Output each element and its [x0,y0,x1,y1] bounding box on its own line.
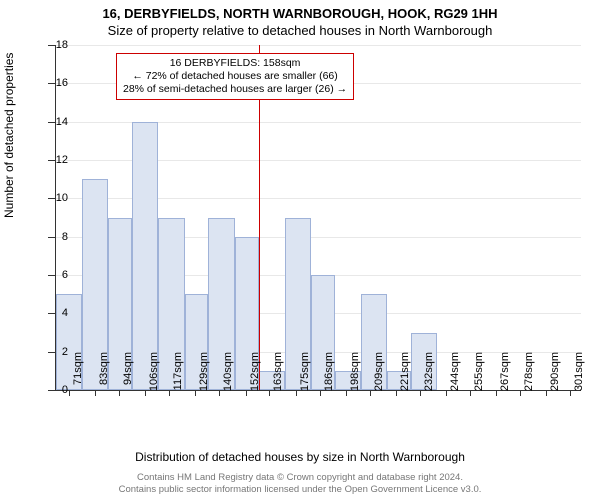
x-tick-label: 244sqm [449,352,461,402]
x-tick-label: 198sqm [349,352,361,402]
footer: Contains HM Land Registry data © Crown c… [0,472,600,496]
y-tick-label: 10 [38,192,68,204]
y-tick-label: 0 [38,384,68,396]
x-tick [169,390,170,396]
x-tick-label: 255sqm [473,352,485,402]
x-tick-label: 140sqm [222,352,234,402]
x-tick-label: 232sqm [423,352,435,402]
x-tick [346,390,347,396]
x-tick [546,390,547,396]
x-tick [95,390,96,396]
annotation-line3: 28% of semi-detached houses are larger (… [123,83,347,96]
y-tick-label: 12 [38,154,68,166]
x-tick [520,390,521,396]
x-axis-label: Distribution of detached houses by size … [0,450,600,464]
x-tick-label: 71sqm [72,352,84,402]
x-tick [145,390,146,396]
x-tick [570,390,571,396]
y-tick-label: 8 [38,231,68,243]
x-tick-label: 83sqm [98,352,110,402]
footer-line1: Contains HM Land Registry data © Crown c… [0,472,600,484]
x-tick [496,390,497,396]
x-tick-label: 152sqm [249,352,261,402]
x-tick-label: 278sqm [523,352,535,402]
y-tick-label: 18 [38,39,68,51]
annotation-line1: 16 DERBYFIELDS: 158sqm [123,57,347,70]
x-tick-label: 94sqm [122,352,134,402]
x-tick [396,390,397,396]
x-tick [296,390,297,396]
x-tick [195,390,196,396]
title-sub: Size of property relative to detached ho… [0,21,600,38]
x-tick-label: 267sqm [499,352,511,402]
x-tick [470,390,471,396]
x-tick [119,390,120,396]
annotation-box: 16 DERBYFIELDS: 158sqm ← 72% of detached… [116,53,354,100]
x-tick-label: 290sqm [549,352,561,402]
x-tick-label: 129sqm [198,352,210,402]
grid-line [56,45,581,46]
chart-container: 16, DERBYFIELDS, NORTH WARNBOROUGH, HOOK… [0,0,600,500]
x-tick-label: 301sqm [573,352,585,402]
y-tick-label: 6 [38,269,68,281]
x-tick [320,390,321,396]
x-tick [219,390,220,396]
x-tick [269,390,270,396]
y-tick-label: 16 [38,77,68,89]
x-tick [420,390,421,396]
y-tick-label: 14 [38,116,68,128]
y-tick-label: 4 [38,307,68,319]
x-tick [370,390,371,396]
footer-line2: Contains public sector information licen… [0,484,600,496]
x-tick-label: 186sqm [323,352,335,402]
x-tick-label: 175sqm [299,352,311,402]
x-tick-label: 209sqm [373,352,385,402]
x-tick-label: 106sqm [148,352,160,402]
annotation-line2: ← 72% of detached houses are smaller (66… [123,70,347,83]
x-tick-label: 163sqm [272,352,284,402]
histogram-bar [132,122,158,390]
x-tick [69,390,70,396]
x-tick [246,390,247,396]
x-tick-label: 221sqm [399,352,411,402]
title-main: 16, DERBYFIELDS, NORTH WARNBOROUGH, HOOK… [0,0,600,21]
y-axis-label: Number of detached properties [2,53,16,218]
plot-area: 16 DERBYFIELDS: 158sqm ← 72% of detached… [55,45,581,391]
x-tick-label: 117sqm [172,352,184,402]
y-tick-label: 2 [38,346,68,358]
x-tick [446,390,447,396]
